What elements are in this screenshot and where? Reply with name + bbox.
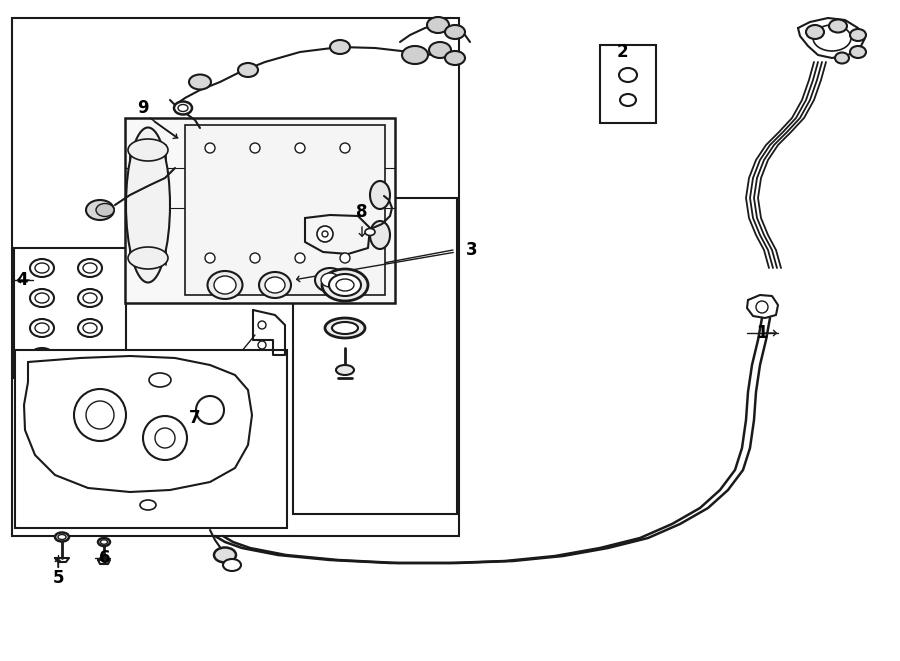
Ellipse shape xyxy=(336,279,354,291)
Bar xyxy=(293,198,457,514)
Ellipse shape xyxy=(806,25,824,39)
Circle shape xyxy=(250,253,260,263)
Ellipse shape xyxy=(30,259,54,277)
Circle shape xyxy=(258,341,266,349)
Circle shape xyxy=(74,389,126,441)
Circle shape xyxy=(250,143,260,153)
Ellipse shape xyxy=(429,42,451,58)
Ellipse shape xyxy=(149,373,171,387)
Ellipse shape xyxy=(850,29,866,41)
Ellipse shape xyxy=(35,353,49,363)
Ellipse shape xyxy=(35,293,49,303)
Circle shape xyxy=(205,143,215,153)
Ellipse shape xyxy=(75,350,97,366)
Bar xyxy=(125,118,395,303)
Ellipse shape xyxy=(835,52,849,63)
Text: 7: 7 xyxy=(189,409,201,427)
Ellipse shape xyxy=(80,354,92,362)
Text: 1: 1 xyxy=(756,324,768,342)
Text: 8: 8 xyxy=(356,203,368,221)
Text: 2: 2 xyxy=(616,43,628,61)
Text: 6: 6 xyxy=(99,549,111,567)
Ellipse shape xyxy=(83,263,97,273)
Ellipse shape xyxy=(321,273,339,287)
Circle shape xyxy=(196,396,224,424)
Bar xyxy=(12,18,459,536)
Ellipse shape xyxy=(370,181,390,209)
Ellipse shape xyxy=(829,20,847,32)
Ellipse shape xyxy=(101,540,107,544)
Text: 5: 5 xyxy=(52,569,64,587)
Ellipse shape xyxy=(315,268,345,292)
Ellipse shape xyxy=(58,535,66,539)
Ellipse shape xyxy=(370,221,390,249)
Ellipse shape xyxy=(336,365,354,375)
Circle shape xyxy=(295,143,305,153)
Circle shape xyxy=(317,226,333,242)
Ellipse shape xyxy=(78,319,102,337)
Ellipse shape xyxy=(78,289,102,307)
Circle shape xyxy=(295,253,305,263)
Ellipse shape xyxy=(259,272,291,298)
Text: 3: 3 xyxy=(466,241,478,259)
Ellipse shape xyxy=(208,271,242,299)
Ellipse shape xyxy=(620,94,636,106)
Ellipse shape xyxy=(29,348,55,368)
Bar xyxy=(15,350,287,528)
Circle shape xyxy=(155,428,175,448)
Circle shape xyxy=(340,253,350,263)
Ellipse shape xyxy=(35,263,49,273)
Ellipse shape xyxy=(332,322,358,334)
Ellipse shape xyxy=(35,323,49,333)
Ellipse shape xyxy=(850,46,866,58)
Circle shape xyxy=(143,416,187,460)
Text: 4: 4 xyxy=(16,271,28,289)
Ellipse shape xyxy=(30,319,54,337)
Ellipse shape xyxy=(619,68,637,82)
Circle shape xyxy=(756,301,768,313)
Ellipse shape xyxy=(30,289,54,307)
Ellipse shape xyxy=(128,139,168,161)
Ellipse shape xyxy=(126,128,170,282)
Ellipse shape xyxy=(402,46,428,64)
Ellipse shape xyxy=(325,318,365,338)
Ellipse shape xyxy=(238,63,258,77)
Ellipse shape xyxy=(329,274,361,296)
Ellipse shape xyxy=(330,40,350,54)
Ellipse shape xyxy=(189,75,211,89)
Ellipse shape xyxy=(265,277,285,293)
Circle shape xyxy=(258,321,266,329)
Ellipse shape xyxy=(365,229,375,235)
Circle shape xyxy=(340,143,350,153)
Ellipse shape xyxy=(55,533,69,541)
Bar xyxy=(14,248,126,378)
Circle shape xyxy=(205,253,215,263)
Bar xyxy=(185,125,385,295)
Ellipse shape xyxy=(214,276,236,294)
Ellipse shape xyxy=(83,323,97,333)
Ellipse shape xyxy=(174,102,192,114)
Ellipse shape xyxy=(83,293,97,303)
Ellipse shape xyxy=(178,104,188,112)
Bar xyxy=(600,45,656,123)
Text: 9: 9 xyxy=(137,99,148,117)
Ellipse shape xyxy=(813,25,851,51)
Circle shape xyxy=(86,401,114,429)
Ellipse shape xyxy=(427,17,449,33)
Circle shape xyxy=(322,231,328,237)
Ellipse shape xyxy=(86,200,114,220)
Ellipse shape xyxy=(128,247,168,269)
Ellipse shape xyxy=(140,500,156,510)
Ellipse shape xyxy=(96,204,114,217)
Ellipse shape xyxy=(223,559,241,571)
Ellipse shape xyxy=(445,25,465,39)
Ellipse shape xyxy=(214,547,236,563)
Ellipse shape xyxy=(322,269,368,301)
Ellipse shape xyxy=(98,538,110,546)
Ellipse shape xyxy=(445,51,465,65)
Ellipse shape xyxy=(78,259,102,277)
